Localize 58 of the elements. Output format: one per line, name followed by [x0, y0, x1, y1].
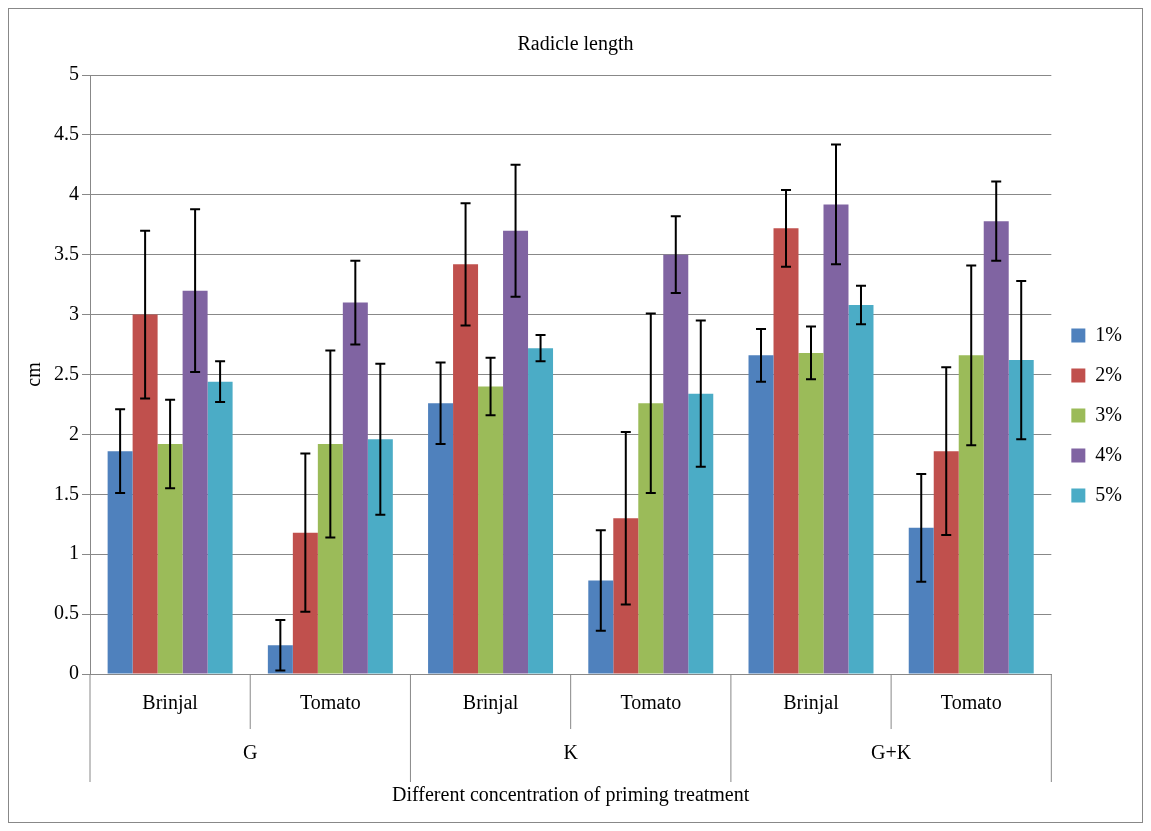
- bar: [798, 352, 824, 674]
- x-axis-title: Different concentration of priming treatment: [392, 783, 750, 807]
- y-tick-label: 3: [69, 301, 79, 324]
- bar: [207, 381, 233, 674]
- bar: [182, 290, 208, 674]
- bar: [748, 355, 774, 674]
- bar: [132, 314, 158, 674]
- y-tick-label: 3.5: [54, 241, 79, 264]
- x-tick-label: Brinjal: [462, 691, 519, 715]
- bar: [933, 451, 959, 674]
- y-axis-title: cm: [22, 361, 45, 387]
- legend-label: 3%: [1095, 402, 1123, 425]
- legend-label: 5%: [1095, 482, 1123, 505]
- bar: [342, 302, 368, 674]
- bar: [292, 532, 318, 674]
- bar: [823, 204, 849, 674]
- y-tick-label: 2.5: [54, 361, 79, 384]
- bar: [478, 386, 504, 674]
- x-tick-label: Tomato: [940, 691, 1002, 714]
- bar: [107, 451, 133, 674]
- bar: [908, 527, 934, 674]
- text: K: [563, 741, 579, 764]
- bar: [688, 393, 714, 674]
- bar: [613, 518, 639, 674]
- x-tick-label: Brinjal: [142, 691, 199, 715]
- bar: [453, 264, 479, 674]
- y-tick-label: 0.5: [54, 601, 79, 624]
- bar: [958, 355, 984, 674]
- text: G: [243, 741, 258, 764]
- bar: [528, 348, 554, 674]
- x-tick-label: Brinjal: [783, 691, 840, 715]
- y-tick-label: 1.5: [54, 481, 79, 504]
- bar: [503, 230, 529, 674]
- bar: [367, 439, 393, 674]
- bar: [638, 403, 664, 674]
- y-tick-label: 2: [69, 421, 79, 444]
- bar: [317, 443, 343, 674]
- y-tick-label: 0: [69, 661, 79, 684]
- bar: [663, 254, 689, 674]
- x-tick-label: Tomato: [620, 691, 682, 714]
- x-tick-label: Tomato: [299, 691, 361, 714]
- bar: [267, 645, 293, 674]
- y-tick-label: 4: [69, 182, 79, 205]
- legend-label: 2%: [1095, 362, 1123, 385]
- bar: [588, 580, 614, 674]
- bar: [773, 228, 799, 674]
- bar: [1008, 360, 1034, 674]
- bar: [157, 443, 183, 674]
- chart-title: Radicle length: [517, 32, 634, 56]
- legend-label: 1%: [1095, 322, 1123, 345]
- bar: [983, 221, 1009, 674]
- y-tick-label: 5: [69, 62, 79, 85]
- bar: [848, 305, 874, 674]
- y-tick-label: 4.5: [54, 122, 79, 145]
- text: G+K: [871, 741, 912, 764]
- bar: [428, 403, 454, 674]
- y-tick-label: 1: [69, 541, 79, 564]
- legend-label: 4%: [1095, 442, 1123, 465]
